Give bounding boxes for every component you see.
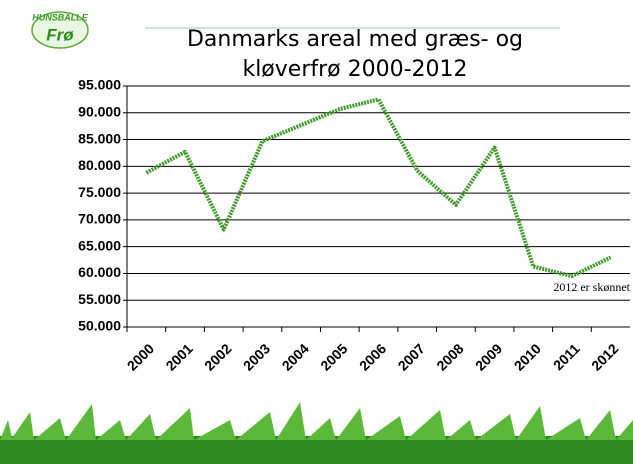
x-tick-label: 2007 — [395, 340, 428, 373]
y-tick-label: 60.000 — [78, 264, 121, 280]
y-tick-label: 80.000 — [78, 157, 121, 173]
x-tick-label: 2009 — [472, 340, 505, 373]
chart-title: kløverfrø 2000-2012 — [242, 57, 467, 82]
x-tick-label: 2002 — [201, 340, 234, 373]
chart: HUNSBALLE Frø Danmarks areal med græs- o… — [0, 0, 633, 464]
x-tick-label: 2006 — [356, 340, 389, 373]
x-tick-label: 2003 — [240, 340, 273, 373]
y-tick-label: 70.000 — [78, 211, 121, 227]
data-line — [146, 99, 610, 276]
y-tick-label: 55.000 — [78, 291, 121, 307]
y-tick-label: 75.000 — [78, 184, 121, 200]
x-tick-label: 2004 — [279, 340, 312, 373]
grass — [0, 402, 633, 464]
y-tick-label: 65.000 — [78, 237, 121, 253]
grass-blades — [0, 402, 633, 440]
x-tick-label: 2000 — [124, 340, 157, 373]
grass-band — [0, 436, 633, 464]
page: HUNSBALLE Frø Danmarks areal med græs- o… — [0, 0, 633, 464]
x-tick-label: 2010 — [511, 340, 544, 373]
logo-bottom: Frø — [46, 25, 74, 44]
x-tick-label: 2008 — [433, 340, 466, 373]
x-tick-label: 2011 — [550, 340, 583, 373]
annotation: 2012 er skønnet — [553, 280, 630, 294]
x-tick-label: 2001 — [162, 340, 195, 373]
y-tick-label: 85.000 — [78, 130, 121, 146]
y-tick-label: 90.000 — [78, 103, 121, 119]
y-tick-label: 50.000 — [78, 318, 121, 334]
logo-top: HUNSBALLE — [32, 12, 88, 22]
chart-title: Danmarks areal med græs- og — [187, 27, 523, 52]
x-tick-label: 2005 — [317, 340, 350, 373]
y-tick-label: 95.000 — [78, 77, 121, 93]
x-tick-label: 2012 — [588, 340, 621, 373]
